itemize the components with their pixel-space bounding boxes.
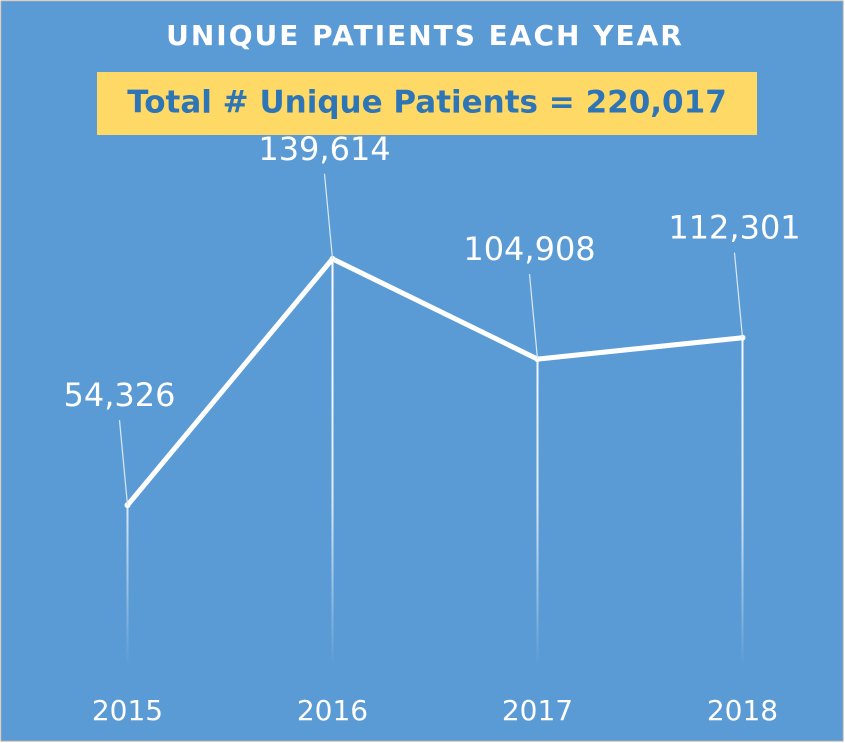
data-line xyxy=(125,256,743,507)
data-label: 139,614 xyxy=(258,130,390,168)
x-tick-label: 2018 xyxy=(707,694,778,727)
x-tick-label: 2015 xyxy=(92,694,163,727)
data-label: 112,301 xyxy=(668,209,800,247)
subtitle: Total # Unique Patients = 220,017 xyxy=(127,85,727,121)
leader-line xyxy=(118,420,129,506)
data-label: 54,326 xyxy=(64,376,176,414)
x-tick-label: 2016 xyxy=(297,694,368,727)
data-label: 104,908 xyxy=(463,230,595,268)
chart-title: UNIQUE PATIENTS EACH YEAR xyxy=(166,19,684,52)
subtitle-box xyxy=(97,72,757,135)
x-tick-label: 2017 xyxy=(502,694,573,727)
leader-line xyxy=(323,173,334,259)
leader-line xyxy=(733,252,744,338)
leader-line xyxy=(528,274,539,360)
